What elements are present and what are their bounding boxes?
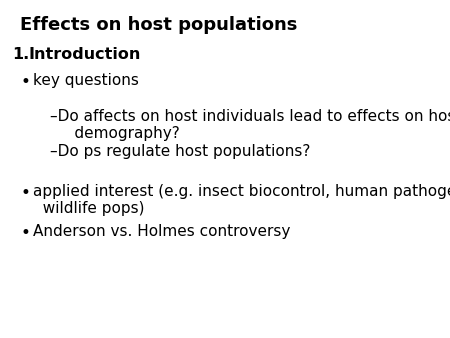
Text: Introduction: Introduction (28, 47, 140, 62)
Text: Anderson vs. Holmes controversy: Anderson vs. Holmes controversy (33, 224, 290, 239)
Text: applied interest (e.g. insect biocontrol, human pathogens,
  wildlife pops): applied interest (e.g. insect biocontrol… (33, 184, 450, 216)
Text: •: • (20, 73, 30, 92)
Text: •: • (20, 184, 30, 202)
Text: –Do ps regulate host populations?: –Do ps regulate host populations? (50, 144, 310, 159)
Text: key questions: key questions (33, 73, 139, 89)
Text: •: • (20, 224, 30, 242)
Text: 1.: 1. (13, 47, 30, 62)
Text: –Do affects on host individuals lead to effects on host
     demography?: –Do affects on host individuals lead to … (50, 108, 450, 141)
Text: Effects on host populations: Effects on host populations (20, 17, 298, 34)
